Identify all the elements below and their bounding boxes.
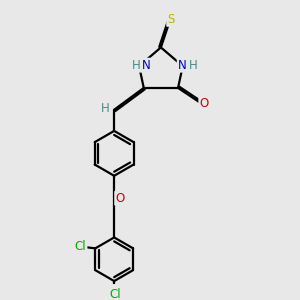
Text: N: N: [142, 59, 150, 72]
Text: H: H: [100, 102, 109, 115]
Text: N: N: [178, 59, 187, 72]
Text: O: O: [115, 192, 124, 205]
Text: H: H: [132, 59, 140, 72]
Text: O: O: [199, 97, 208, 110]
Text: H: H: [189, 59, 197, 72]
Text: Cl: Cl: [109, 288, 121, 300]
Text: Cl: Cl: [75, 240, 86, 253]
Text: S: S: [167, 13, 175, 26]
